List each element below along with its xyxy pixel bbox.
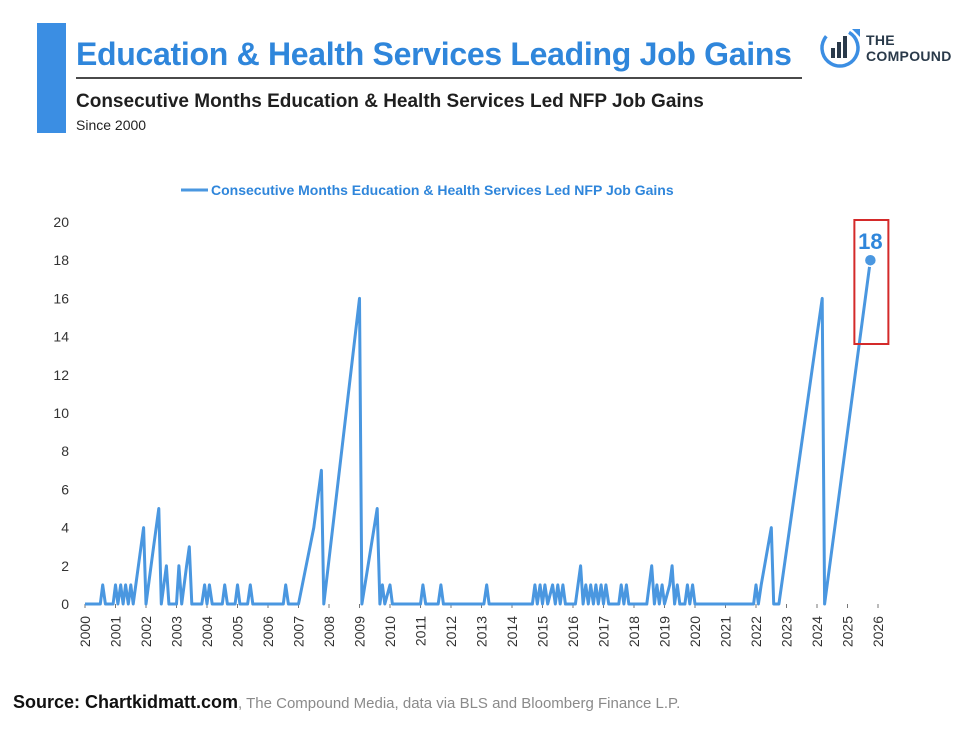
x-tick-label: 2018 xyxy=(626,616,642,647)
x-tick-label: 2008 xyxy=(321,616,337,647)
x-tick-label: 2020 xyxy=(687,616,703,647)
x-tick-label: 2010 xyxy=(382,616,398,647)
y-tick-label: 10 xyxy=(53,405,69,421)
y-tick-label: 6 xyxy=(61,481,69,497)
x-tick-label: 2019 xyxy=(657,616,673,647)
x-tick-label: 2015 xyxy=(535,616,551,647)
y-tick-label: 12 xyxy=(53,367,69,383)
y-axis: 0 2 4 6 8 10 12 14 16 18 20 xyxy=(53,214,69,612)
annotation-group: 18 xyxy=(853,219,890,345)
x-tick-label: 2023 xyxy=(779,616,795,647)
x-tick-label: 2022 xyxy=(748,616,764,647)
bar-chart-circle-icon xyxy=(820,28,860,68)
x-tick-label: 2026 xyxy=(870,616,886,647)
x-tick-label: 2012 xyxy=(443,616,459,647)
x-tick-label: 2006 xyxy=(260,616,276,647)
y-tick-label: 4 xyxy=(61,520,69,536)
x-tick-label: 2021 xyxy=(718,616,734,647)
chart-subtitle: Consecutive Months Education & Health Se… xyxy=(76,91,704,112)
x-axis: 2000 2001 2002 2003 2004 2005 2006 2007 2008 2009… xyxy=(77,604,886,647)
x-tick-label: 2025 xyxy=(840,616,856,647)
y-tick-label: 8 xyxy=(61,443,69,459)
x-tick-label: 2013 xyxy=(474,616,490,647)
x-tick-label: 2014 xyxy=(504,616,520,647)
title-accent-bar xyxy=(37,23,66,133)
title-divider xyxy=(76,77,802,79)
series-group xyxy=(85,260,872,606)
x-tick-label: 2007 xyxy=(291,616,307,647)
x-tick-label: 2011 xyxy=(413,616,429,646)
logo-line-2: COMPOUND xyxy=(866,48,952,64)
source-note: Source: Chartkidmatt.com, The Compound M… xyxy=(13,692,680,713)
series-line xyxy=(85,260,872,606)
since-note: Since 2000 xyxy=(76,117,147,133)
source-rest: , The Compound Media, data via BLS and B… xyxy=(238,695,681,712)
legend-label: Consecutive Months Education & Health Se… xyxy=(211,182,674,198)
line-chart: Consecutive Months Education & Health Se… xyxy=(53,182,890,647)
y-tick-label: 0 xyxy=(61,596,69,612)
x-tick-label: 2024 xyxy=(809,616,825,647)
page-title: Education & Health Services Leading Job … xyxy=(76,36,792,72)
chart-legend: Consecutive Months Education & Health Se… xyxy=(181,182,674,198)
y-tick-label: 20 xyxy=(53,214,69,230)
x-tick-label: 2004 xyxy=(199,616,215,647)
x-tick-label: 2002 xyxy=(138,616,154,647)
compound-logo: THE COMPOUND xyxy=(818,24,968,70)
x-tick-label: 2005 xyxy=(230,616,246,647)
x-tick-label: 2009 xyxy=(352,616,368,647)
highlight-box xyxy=(853,219,890,345)
x-tick-label: 2001 xyxy=(108,616,124,647)
y-tick-label: 2 xyxy=(61,558,69,574)
x-tick-label: 2000 xyxy=(77,616,93,647)
x-tick-label: 2016 xyxy=(565,616,581,647)
logo-line-1: THE xyxy=(866,32,895,48)
x-tick-label: 2003 xyxy=(169,616,185,647)
source-bold: Source: Chartkidmatt.com xyxy=(13,692,239,712)
y-tick-label: 18 xyxy=(53,252,69,268)
x-tick-label: 2017 xyxy=(596,616,612,647)
highlight-point xyxy=(863,253,878,267)
y-tick-label: 16 xyxy=(53,290,69,306)
data-label: 18 xyxy=(858,229,882,254)
y-tick-label: 14 xyxy=(53,329,69,345)
